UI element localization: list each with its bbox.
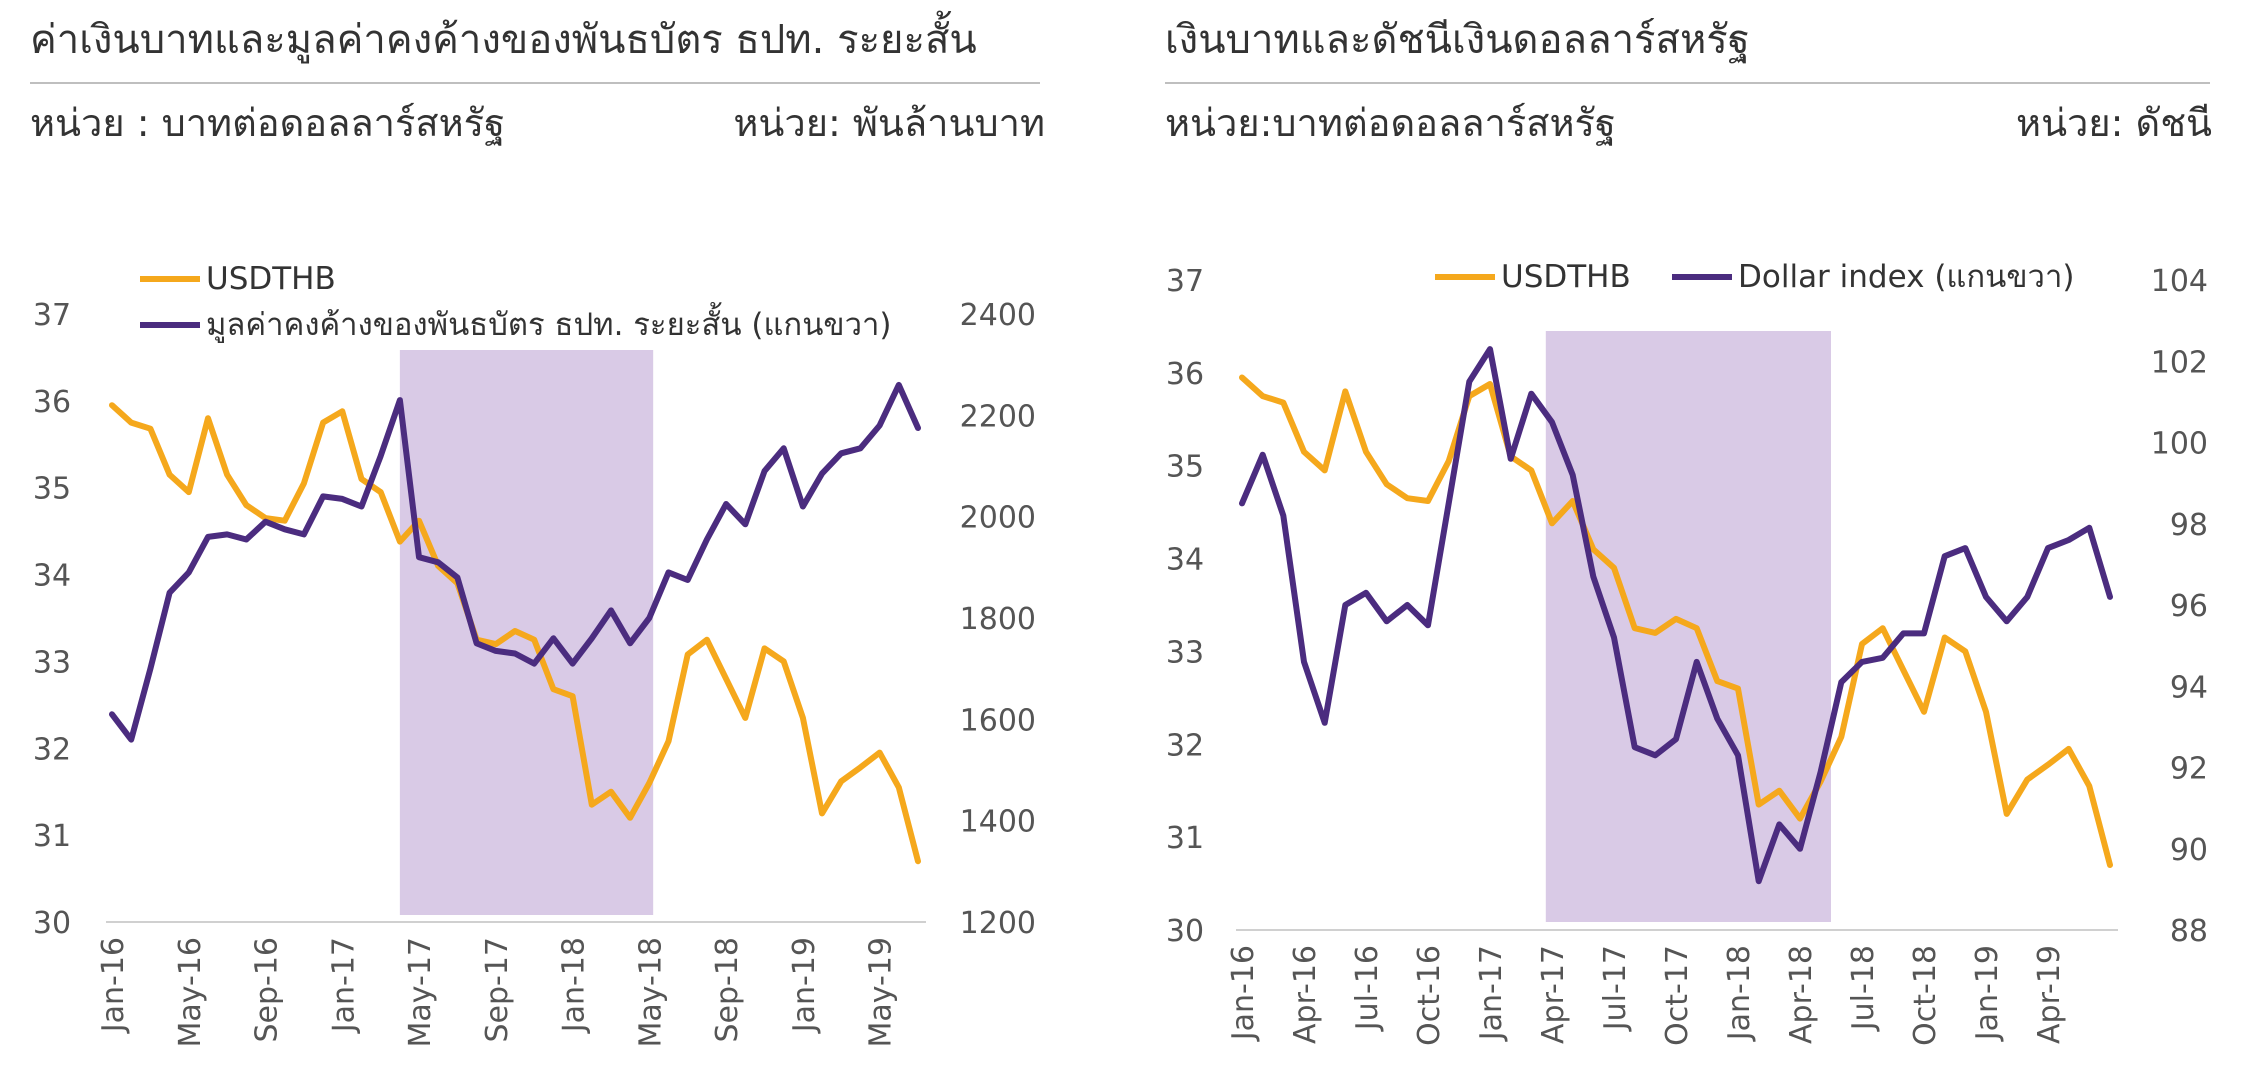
chart1-xtick-9: Jan-19	[787, 937, 822, 1034]
chart2-title: เงินบาทและดัชนีเงินดอลลาร์สหรัฐ	[1165, 17, 1750, 64]
chart1-ytick-left-1: 31	[33, 819, 71, 854]
chart2-ytick-left-4: 34	[1166, 543, 1204, 578]
chart1-ytick-right-2: 1600	[960, 703, 1036, 738]
chart1-ytick-right-6: 2400	[960, 298, 1036, 333]
chart2-xtick-4: Jan-17	[1474, 945, 1509, 1042]
chart1-ytick-left-0: 30	[33, 906, 71, 941]
chart2-xtick-9: Apr-18	[1784, 945, 1819, 1044]
chart1-unit-left: หน่วย : บาทต่อดอลลาร์สหรัฐ	[30, 101, 505, 146]
chart2-ytick-right-0: 88	[2170, 914, 2208, 949]
chart2-xtick-10: Jul-18	[1846, 945, 1881, 1032]
chart2-unit-right: หน่วย: ดัชนี	[2016, 101, 2212, 145]
chart1-ytick-right-3: 1800	[960, 602, 1036, 637]
chart2-ytick-right-5: 98	[2170, 508, 2208, 543]
chart1-xtick-7: May-18	[633, 937, 668, 1048]
chart2-ytick-left-6: 36	[1166, 357, 1204, 392]
chart1-xtick-0: Jan-16	[96, 937, 131, 1034]
chart1-xtick-1: May-16	[173, 937, 208, 1048]
chart1-xtick-5: Sep-17	[480, 937, 515, 1043]
chart2-ytick-right-6: 100	[2151, 427, 2208, 462]
chart2-xtick-11: Oct-18	[1908, 945, 1943, 1046]
chart2-ytick-right-2: 92	[2170, 752, 2208, 787]
chart2-ytick-right-4: 96	[2170, 589, 2208, 624]
chart1-title: ค่าเงินบาทและมูลค่าคงค้างของพันธบัตร ธปท…	[30, 10, 977, 63]
chart2-xtick-13: Apr-19	[2032, 945, 2067, 1044]
chart2-xtick-0: Jan-16	[1226, 945, 1261, 1042]
chart2-ytick-right-1: 90	[2170, 833, 2208, 868]
chart2-xtick-8: Jan-18	[1722, 945, 1757, 1042]
chart1-xtick-2: Sep-16	[250, 937, 285, 1043]
chart1-ytick-left-3: 33	[33, 645, 71, 680]
chart2-xtick-1: Apr-16	[1288, 945, 1323, 1044]
chart1-ytick-left-5: 35	[33, 472, 71, 507]
chart2-ytick-left-5: 35	[1166, 450, 1204, 485]
chart2-ytick-right-7: 102	[2151, 345, 2208, 380]
chart1-ytick-right-1: 1400	[960, 805, 1036, 840]
chart1-ytick-left-4: 34	[33, 559, 71, 594]
chart2-xtick-3: Oct-16	[1412, 945, 1447, 1046]
chart1-ytick-right-0: 1200	[960, 906, 1036, 941]
chart1-ytick-left-6: 36	[33, 385, 71, 420]
chart2-ytick-left-2: 32	[1166, 728, 1204, 763]
chart2-series-usdthb-line	[1239, 374, 2113, 868]
chart1-ytick-right-5: 2200	[960, 399, 1036, 434]
chart1-shaded-period	[399, 350, 654, 915]
chart2-legend-label-0: USDTHB	[1501, 259, 1631, 295]
chart1-xtick-10: May-19	[864, 937, 899, 1048]
chart2-legend-label-1: Dollar index (แกนขวา)	[1738, 259, 2074, 295]
chart2-unit-left: หน่วย:บาทต่อดอลลาร์สหรัฐ	[1165, 101, 1616, 146]
chart1-series-usdthb-line	[109, 402, 921, 865]
chart1-xtick-4: May-17	[403, 937, 438, 1048]
chart2-xtick-2: Jul-16	[1350, 945, 1385, 1032]
chart2-xtick-7: Oct-17	[1660, 945, 1695, 1046]
chart2-ytick-right-3: 94	[2170, 670, 2208, 705]
chart2-ytick-left-0: 30	[1166, 914, 1204, 949]
chart1-ytick-left-7: 37	[33, 298, 71, 333]
chart2-ytick-left-7: 37	[1166, 264, 1204, 299]
chart2-xtick-12: Jan-19	[1970, 945, 2005, 1042]
chart2-ytick-right-8: 104	[2151, 264, 2208, 299]
chart2-xtick-6: Jul-17	[1598, 945, 1633, 1032]
chart2-plot: 30 31 32 33 34 35 36 37 88 90 92 94 96 98 100 102 104 Jan…	[1166, 259, 2208, 1046]
chart1-xtick-3: Jan-17	[326, 937, 361, 1034]
chart1-ytick-right-4: 2000	[960, 501, 1036, 536]
chart1-xtick-6: Jan-18	[557, 937, 592, 1034]
chart2-ytick-left-1: 31	[1166, 821, 1204, 856]
chart2-xtick-5: Apr-17	[1536, 945, 1571, 1044]
chart1-xtick-8: Sep-18	[710, 937, 745, 1043]
chart1-legend-label-1: มูลค่าคงค้างของพันธบัตร ธปท. ระยะสั้น (แ…	[206, 302, 892, 343]
chart2-series-secondary-line	[1239, 346, 2113, 885]
chart1-legend-label-0: USDTHB	[206, 261, 336, 297]
chart1-ytick-left-2: 32	[33, 732, 71, 767]
chart1-unit-right: หน่วย: พันล้านบาท	[733, 101, 1045, 145]
chart1-series-secondary-line	[109, 381, 921, 743]
chart1-plot: 30 31 32 33 34 35 36 37 1200 1400 1600 1800 2000 2200…	[33, 261, 1036, 1048]
chart2-ytick-left-3: 33	[1166, 635, 1204, 670]
